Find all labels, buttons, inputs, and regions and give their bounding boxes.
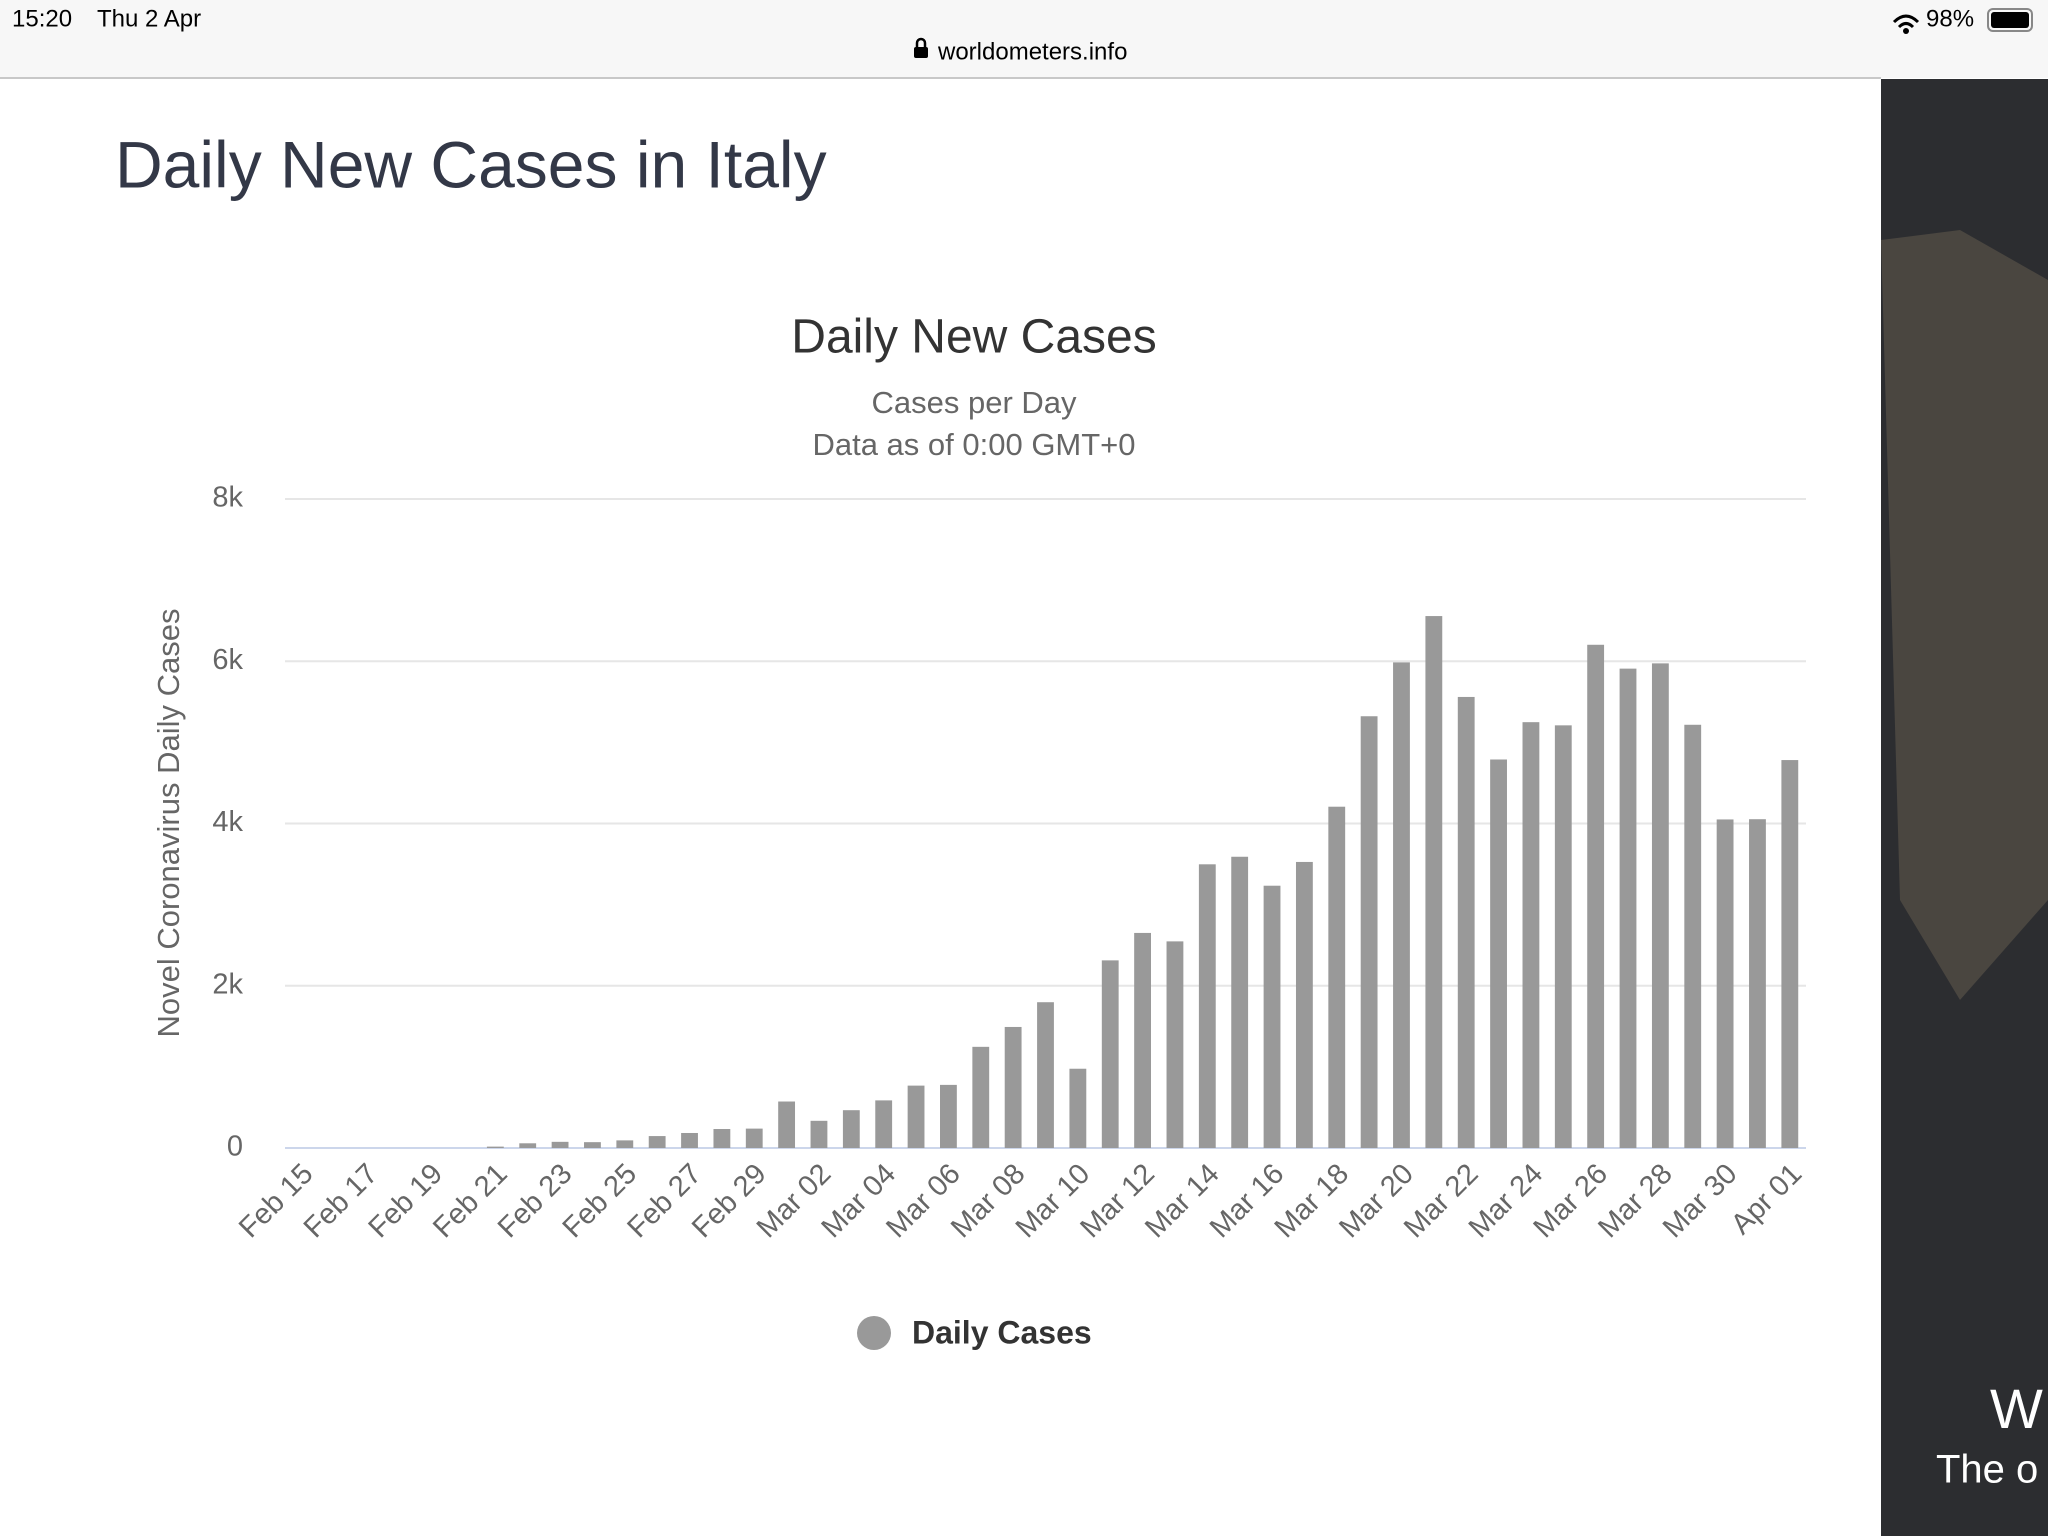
lock-shackle <box>915 37 927 47</box>
bar <box>551 1141 569 1148</box>
ad-text: The o <box>1936 1448 2038 1492</box>
bar <box>1651 663 1669 1148</box>
page-heading: Daily New Cases in Italy <box>115 127 827 201</box>
bar <box>1587 644 1605 1148</box>
bar <box>1781 760 1799 1148</box>
clock: 15:20 <box>12 5 72 32</box>
bar <box>1684 724 1702 1148</box>
battery-text: 98% <box>1926 5 1974 32</box>
bar <box>648 1136 666 1148</box>
bar <box>1134 932 1151 1148</box>
y-tick-label: 4k <box>212 806 243 838</box>
bar <box>875 1100 893 1148</box>
ad-text: W <box>1990 1377 2043 1440</box>
y-axis-label: Novel Coronavirus Daily Cases <box>151 609 186 1038</box>
bar <box>778 1101 796 1148</box>
bar <box>1749 819 1766 1148</box>
bar <box>1490 759 1507 1148</box>
bar <box>1004 1026 1022 1148</box>
bar <box>1295 861 1313 1148</box>
bar <box>1554 725 1572 1148</box>
bar <box>1522 722 1540 1148</box>
bar <box>745 1128 763 1148</box>
bar <box>1101 960 1119 1148</box>
bar <box>907 1085 925 1148</box>
wifi-dot <box>1903 28 1909 34</box>
bar <box>486 1146 504 1148</box>
battery-level <box>1991 12 2029 28</box>
bar <box>616 1140 634 1148</box>
battery-icon <box>1987 8 2033 32</box>
bar <box>1457 696 1475 1148</box>
chart-subtitle: Cases per Day <box>871 385 1077 420</box>
url[interactable]: worldometers.info <box>937 38 1127 65</box>
bar <box>1716 819 1734 1148</box>
bar <box>1425 616 1443 1148</box>
bar <box>842 1110 860 1148</box>
bar <box>1166 941 1184 1148</box>
bar <box>810 1120 828 1148</box>
x-tick-label: Mar 30 <box>1657 1158 1743 1244</box>
bar <box>940 1084 957 1148</box>
bar <box>584 1142 601 1148</box>
y-tick-label: 2k <box>212 968 243 1000</box>
bar <box>519 1143 537 1148</box>
bar <box>1328 806 1346 1148</box>
bar <box>972 1046 990 1148</box>
ad-figure <box>1881 230 2048 1000</box>
bar <box>1360 716 1378 1148</box>
bar <box>1198 864 1216 1148</box>
lock-icon <box>914 47 928 58</box>
x-tick-label: Apr 01 <box>1725 1158 1808 1241</box>
y-tick-label: 0 <box>227 1131 243 1163</box>
bar <box>1263 885 1281 1148</box>
wifi-icon <box>1892 14 1920 29</box>
bar <box>1231 856 1249 1148</box>
legend-label: Daily Cases <box>912 1314 1092 1350</box>
bar <box>1619 668 1637 1148</box>
date: Thu 2 Apr <box>97 5 201 32</box>
chart-title: Daily New Cases <box>791 311 1156 364</box>
bar <box>1069 1068 1087 1148</box>
y-tick-label: 6k <box>212 644 243 676</box>
legend-marker <box>857 1316 891 1350</box>
bar <box>713 1129 731 1148</box>
bar <box>681 1132 698 1148</box>
status-bar <box>0 0 2048 78</box>
y-tick-label: 8k <box>212 482 243 514</box>
bar <box>1037 1002 1054 1148</box>
bar <box>1393 662 1410 1148</box>
chart-subtitle: Data as of 0:00 GMT+0 <box>812 427 1135 462</box>
